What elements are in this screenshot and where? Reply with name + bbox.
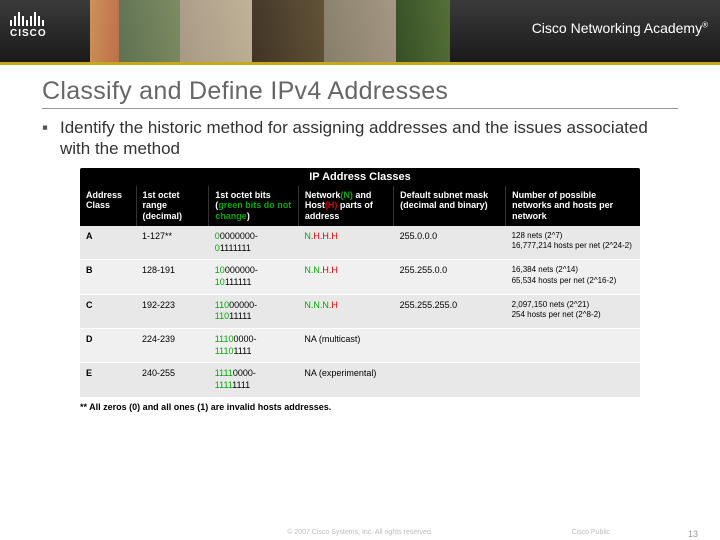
cell-bits: 11100000-11101111 [209,329,299,363]
col-mask: Default subnet mask (decimal and binary) [394,186,506,226]
table-row: C192-22311000000-11011111N.N.N.H255.255.… [80,294,640,328]
cell-count [506,329,640,363]
col-count: Number of possible networks and hosts pe… [506,186,640,226]
cell-count [506,363,640,397]
cell-mask [394,363,506,397]
cell-mask: 255.255.255.0 [394,294,506,328]
cell-range: 192-223 [136,294,209,328]
cell-class: D [80,329,136,363]
cisco-logo: CISCO [10,8,47,39]
header-photo-strip [90,0,450,62]
col-range: 1st octet range (decimal) [136,186,209,226]
cell-mask: 255.0.0.0 [394,226,506,260]
ip-classes-table-wrap: IP Address Classes Address Class 1st oct… [80,168,640,412]
cell-range: 128-191 [136,260,209,294]
cell-bits: 11000000-11011111 [209,294,299,328]
cell-range: 240-255 [136,363,209,397]
table-row: A1-127**00000000-01111111N.H.H.H255.0.0.… [80,226,640,260]
slide-footer: © 2007 Cisco Systems, Inc. All rights re… [0,529,720,536]
slide-title: Classify and Define IPv4 Addresses [42,77,678,109]
col-bits: 1st octet bits (green bits do not change… [209,186,299,226]
col-parts: Network(N) and Host(H) parts of address [298,186,393,226]
table-row: E240-25511110000-11111111NA (experimenta… [80,363,640,397]
table-header-row: Address Class 1st octet range (decimal) … [80,186,640,226]
cell-bits: 00000000-01111111 [209,226,299,260]
table-row: D224-23911100000-11101111NA (multicast) [80,329,640,363]
cell-mask [394,329,506,363]
cell-class: E [80,363,136,397]
cell-range: 224-239 [136,329,209,363]
table-body: A1-127**00000000-01111111N.H.H.H255.0.0.… [80,226,640,397]
cell-count: 16,384 nets (2^14)65,534 hosts per net (… [506,260,640,294]
page-number: 13 [688,529,698,539]
cell-class: A [80,226,136,260]
cell-bits: 10000000-10111111 [209,260,299,294]
bullet-text: Identify the historic method for assigni… [42,117,678,160]
table-caption: IP Address Classes [80,168,640,186]
cell-count: 2,097,150 nets (2^21)254 hosts per net (… [506,294,640,328]
cell-parts: NA (multicast) [298,329,393,363]
public-label: Cisco Public [571,529,610,536]
cell-count: 128 nets (2^7)16,777,214 hosts per net (… [506,226,640,260]
cell-parts: N.N.H.H [298,260,393,294]
cell-parts: N.H.H.H [298,226,393,260]
slide-content: Classify and Define IPv4 Addresses Ident… [0,65,720,412]
cell-parts: N.N.N.H [298,294,393,328]
copyright-text: © 2007 Cisco Systems, Inc. All rights re… [287,529,433,536]
cisco-logo-text: CISCO [10,28,47,39]
col-class: Address Class [80,186,136,226]
cell-range: 1-127** [136,226,209,260]
cisco-bars-icon [10,8,47,26]
cell-class: B [80,260,136,294]
cell-parts: NA (experimental) [298,363,393,397]
cell-class: C [80,294,136,328]
table-row: B128-19110000000-10111111N.N.H.H255.255.… [80,260,640,294]
header-band: CISCO Cisco Networking Academy® [0,0,720,62]
ip-classes-table: Address Class 1st octet range (decimal) … [80,186,640,398]
cell-bits: 11110000-11111111 [209,363,299,397]
cell-mask: 255.255.0.0 [394,260,506,294]
academy-label: Cisco Networking Academy® [532,20,708,36]
table-footnote: ** All zeros (0) and all ones (1) are in… [80,402,640,412]
